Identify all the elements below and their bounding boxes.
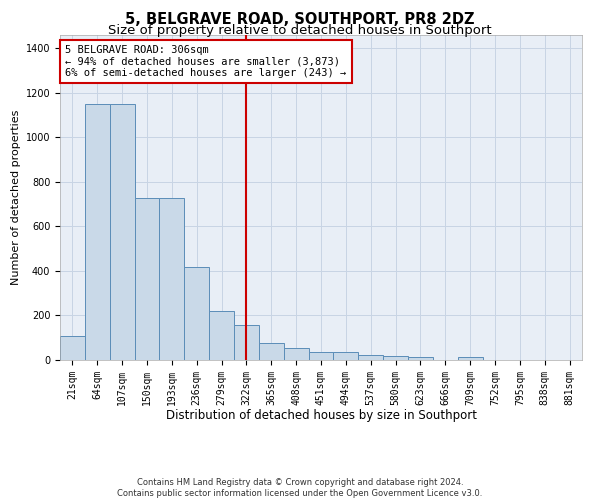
Bar (383, 356, 408, 360)
Text: 5, BELGRAVE ROAD, SOUTHPORT, PR8 2DZ: 5, BELGRAVE ROAD, SOUTHPORT, PR8 2DZ (125, 12, 475, 28)
Bar (458, 358, 482, 360)
Bar (234, 326, 259, 360)
Bar (60, 336, 85, 360)
Bar (259, 344, 284, 360)
Bar (134, 198, 160, 360)
Bar (160, 198, 184, 360)
Bar (408, 358, 433, 360)
Bar (110, 104, 134, 360)
Bar (209, 311, 234, 360)
Bar (184, 266, 209, 360)
Bar (308, 352, 334, 360)
Text: Size of property relative to detached houses in Southport: Size of property relative to detached ho… (108, 24, 492, 37)
Bar (85, 104, 110, 360)
Y-axis label: Number of detached properties: Number of detached properties (11, 110, 22, 285)
Bar (334, 352, 358, 360)
Bar (358, 355, 383, 360)
Text: 5 BELGRAVE ROAD: 306sqm
← 94% of detached houses are smaller (3,873)
6% of semi-: 5 BELGRAVE ROAD: 306sqm ← 94% of detache… (65, 45, 346, 78)
Text: Contains HM Land Registry data © Crown copyright and database right 2024.
Contai: Contains HM Land Registry data © Crown c… (118, 478, 482, 498)
Bar (284, 348, 308, 360)
X-axis label: Distribution of detached houses by size in Southport: Distribution of detached houses by size … (166, 409, 476, 422)
